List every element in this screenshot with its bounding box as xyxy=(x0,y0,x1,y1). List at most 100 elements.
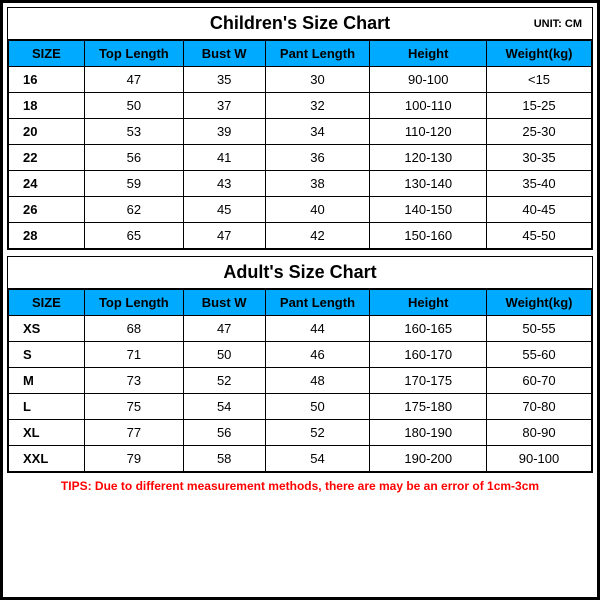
table-cell: 50 xyxy=(183,342,265,368)
table-row: L755450175-18070-80 xyxy=(9,394,592,420)
adult-title-row: Adult's Size Chart xyxy=(8,257,592,289)
table-cell: 53 xyxy=(84,119,183,145)
adult-table: SIZE Top Length Bust W Pant Length Heigh… xyxy=(8,289,592,472)
table-cell: 41 xyxy=(183,145,265,171)
adult-chart-block: Adult's Size Chart SIZE Top Length Bust … xyxy=(7,256,593,473)
table-cell: 26 xyxy=(9,197,85,223)
table-cell: 160-165 xyxy=(370,316,487,342)
table-cell: 175-180 xyxy=(370,394,487,420)
col-height: Height xyxy=(370,41,487,67)
table-cell: 190-200 xyxy=(370,446,487,472)
col-top: Top Length xyxy=(84,41,183,67)
table-cell: 40-45 xyxy=(487,197,592,223)
table-cell: 36 xyxy=(265,145,370,171)
table-row: 18503732100-11015-25 xyxy=(9,93,592,119)
table-cell: 60-70 xyxy=(487,368,592,394)
table-cell: 47 xyxy=(84,67,183,93)
table-cell: 50-55 xyxy=(487,316,592,342)
col-bust: Bust W xyxy=(183,290,265,316)
table-cell: 20 xyxy=(9,119,85,145)
table-row: M735248170-17560-70 xyxy=(9,368,592,394)
children-table: SIZE Top Length Bust W Pant Length Heigh… xyxy=(8,40,592,249)
table-row: 28654742150-16045-50 xyxy=(9,223,592,249)
table-row: 24594338130-14035-40 xyxy=(9,171,592,197)
table-cell: 71 xyxy=(84,342,183,368)
children-chart-block: Children's Size Chart UNIT: CM SIZE Top … xyxy=(7,7,593,250)
table-row: S715046160-17055-60 xyxy=(9,342,592,368)
table-cell: 56 xyxy=(84,145,183,171)
table-cell: 79 xyxy=(84,446,183,472)
table-cell: 56 xyxy=(183,420,265,446)
table-cell: 50 xyxy=(265,394,370,420)
table-cell: 73 xyxy=(84,368,183,394)
table-row: 26624540140-15040-45 xyxy=(9,197,592,223)
table-cell: 25-30 xyxy=(487,119,592,145)
table-cell: 32 xyxy=(265,93,370,119)
table-cell: 45 xyxy=(183,197,265,223)
table-cell: 43 xyxy=(183,171,265,197)
table-cell: 170-175 xyxy=(370,368,487,394)
col-top: Top Length xyxy=(84,290,183,316)
table-cell: 15-25 xyxy=(487,93,592,119)
table-cell: 77 xyxy=(84,420,183,446)
adult-tbody: XS684744160-16550-55S715046160-17055-60M… xyxy=(9,316,592,472)
table-cell: XS xyxy=(9,316,85,342)
table-row: 20533934110-12025-30 xyxy=(9,119,592,145)
table-row: 22564136120-13030-35 xyxy=(9,145,592,171)
children-tbody: 1647353090-100<1518503732100-11015-25205… xyxy=(9,67,592,249)
size-chart-container: Children's Size Chart UNIT: CM SIZE Top … xyxy=(0,0,600,600)
table-cell: 90-100 xyxy=(487,446,592,472)
table-cell: 45-50 xyxy=(487,223,592,249)
table-cell: 54 xyxy=(265,446,370,472)
table-cell: 130-140 xyxy=(370,171,487,197)
table-cell: 80-90 xyxy=(487,420,592,446)
table-cell: 39 xyxy=(183,119,265,145)
col-weight: Weight(kg) xyxy=(487,41,592,67)
table-cell: 22 xyxy=(9,145,85,171)
table-cell: 38 xyxy=(265,171,370,197)
table-cell: 150-160 xyxy=(370,223,487,249)
table-cell: 37 xyxy=(183,93,265,119)
table-cell: 90-100 xyxy=(370,67,487,93)
table-row: XS684744160-16550-55 xyxy=(9,316,592,342)
table-cell: 65 xyxy=(84,223,183,249)
table-cell: 120-130 xyxy=(370,145,487,171)
table-cell: 35 xyxy=(183,67,265,93)
table-cell: 58 xyxy=(183,446,265,472)
table-cell: 54 xyxy=(183,394,265,420)
table-cell: 55-60 xyxy=(487,342,592,368)
unit-label: UNIT: CM xyxy=(534,18,582,30)
table-cell: L xyxy=(9,394,85,420)
table-cell: 28 xyxy=(9,223,85,249)
table-cell: 35-40 xyxy=(487,171,592,197)
table-cell: 46 xyxy=(265,342,370,368)
table-cell: XL xyxy=(9,420,85,446)
children-title: Children's Size Chart xyxy=(210,13,390,33)
table-cell: 140-150 xyxy=(370,197,487,223)
table-cell: 52 xyxy=(183,368,265,394)
table-row: 1647353090-100<15 xyxy=(9,67,592,93)
table-cell: 70-80 xyxy=(487,394,592,420)
table-cell: 110-120 xyxy=(370,119,487,145)
table-row: XL775652180-19080-90 xyxy=(9,420,592,446)
table-cell: S xyxy=(9,342,85,368)
table-cell: 59 xyxy=(84,171,183,197)
col-pant: Pant Length xyxy=(265,290,370,316)
table-cell: 34 xyxy=(265,119,370,145)
table-cell: 30 xyxy=(265,67,370,93)
children-title-row: Children's Size Chart UNIT: CM xyxy=(8,8,592,40)
table-cell: XXL xyxy=(9,446,85,472)
adult-title: Adult's Size Chart xyxy=(223,262,376,282)
col-size: SIZE xyxy=(9,290,85,316)
col-bust: Bust W xyxy=(183,41,265,67)
table-cell: 52 xyxy=(265,420,370,446)
table-cell: 75 xyxy=(84,394,183,420)
table-cell: <15 xyxy=(487,67,592,93)
tips-note: TIPS: Due to different measurement metho… xyxy=(7,477,593,497)
table-cell: 24 xyxy=(9,171,85,197)
table-cell: 62 xyxy=(84,197,183,223)
table-cell: 50 xyxy=(84,93,183,119)
table-cell: 16 xyxy=(9,67,85,93)
table-cell: 44 xyxy=(265,316,370,342)
table-row: XXL795854190-20090-100 xyxy=(9,446,592,472)
